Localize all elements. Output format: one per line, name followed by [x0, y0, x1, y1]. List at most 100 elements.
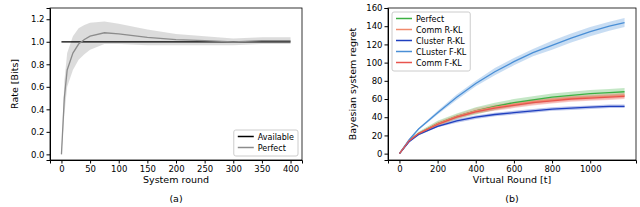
legend-item: Comm R-KL: [396, 26, 463, 35]
tick-label: 120: [366, 40, 382, 50]
axis-line: [385, 9, 389, 161]
tick-mark: [385, 44, 389, 45]
tick: 1.2: [31, 14, 50, 24]
legend-swatch: [396, 62, 412, 64]
tick-label: 800: [544, 164, 560, 174]
tick-label: 0.2: [31, 127, 45, 137]
tick-mark: [385, 81, 389, 82]
tick-label: 100: [366, 58, 382, 68]
tick-label: 50: [85, 164, 96, 174]
tick: 140: [366, 21, 388, 31]
tick: 200: [168, 160, 184, 174]
chart: 0501001502002503003504000.00.20.40.60.81…: [9, 8, 303, 204]
legend-item: Comm F-KL: [396, 59, 462, 68]
legend-item: CLuster F-KL: [396, 48, 467, 57]
tick-mark: [385, 154, 389, 155]
tick-mark: [385, 135, 389, 136]
tick-mark: [385, 26, 389, 27]
y-axis-title: Rate [Bits]: [9, 59, 20, 109]
tick: 100: [366, 58, 388, 68]
tick-label: 160: [366, 3, 382, 13]
legend-swatch: [238, 147, 254, 149]
legend-label: CLuster F-KL: [416, 48, 467, 57]
legend-swatch: [396, 51, 412, 53]
tick: 350: [254, 160, 270, 174]
tick-label: 100: [111, 164, 127, 174]
tick-label: 150: [140, 164, 156, 174]
tick: 80: [372, 76, 388, 86]
tick-label: 400: [468, 164, 484, 174]
legend-item: Cluster R-KL: [396, 37, 465, 46]
tick: 0: [377, 149, 388, 159]
tick-mark: [385, 99, 389, 100]
plot-frame: [50, 8, 302, 160]
tick-mark: [385, 63, 389, 64]
tick-label: 0.6: [31, 82, 45, 92]
legend-label: Comm F-KL: [416, 59, 462, 68]
tick: 200: [430, 160, 446, 174]
tick-label: 350: [254, 164, 270, 174]
tick-label: 140: [366, 21, 382, 31]
tick-label: 0: [377, 149, 382, 159]
tick: 1000: [580, 160, 602, 174]
tick-mark: [385, 8, 389, 9]
y-axis: 0.00.20.40.60.81.01.2: [31, 9, 51, 161]
tick-label: 200: [168, 164, 184, 174]
legend-label: Perfect: [416, 15, 444, 24]
legend-box: [234, 130, 298, 156]
tick-label: 250: [197, 164, 213, 174]
tick-label: 0.0: [31, 150, 45, 160]
x-axis: 0 200 400 600 800 1000: [389, 160, 637, 174]
tick-mark: [47, 87, 51, 88]
tick: 1.0: [31, 37, 50, 47]
tick: 400: [468, 160, 484, 174]
legend: Perfect Comm R-KL Cluster R-KL CLuster F-KL…: [392, 12, 470, 71]
tick-mark: [385, 117, 389, 118]
tick-label: 20: [372, 131, 383, 141]
tick: 150: [140, 160, 156, 174]
tick: 60: [372, 94, 388, 104]
series-line: [399, 92, 624, 154]
tick: 300: [226, 160, 242, 174]
legend-label: Comm R-KL: [416, 26, 463, 35]
series-line: [399, 96, 624, 153]
tick: 0.6: [31, 82, 50, 92]
tick: 0.0: [31, 150, 50, 160]
tick: 400: [283, 160, 299, 174]
tick: 40: [372, 112, 388, 122]
legend-swatch: [396, 40, 412, 42]
tick-mark: [47, 19, 51, 20]
tick: 50: [85, 160, 96, 174]
tick-mark: [47, 109, 51, 110]
y-axis: 0 20 40 60 80 100 120 140 160: [366, 3, 388, 160]
legend-box: [392, 12, 470, 71]
tick-mark: [47, 64, 51, 65]
tick-mark: [47, 132, 51, 133]
tick-label: 60: [372, 94, 383, 104]
tick-label: 1.2: [31, 14, 45, 24]
error-band: [399, 93, 624, 154]
legend-item: Perfect: [396, 15, 444, 24]
caption: (a): [169, 193, 182, 204]
figure: 0501001502002503003504000.00.20.40.60.81…: [0, 0, 640, 207]
plot-area: [399, 18, 624, 154]
tick-mark: [47, 42, 51, 43]
error-band: [399, 104, 624, 153]
tick: 100: [111, 160, 127, 174]
error-band: [399, 18, 624, 154]
legend-swatch: [396, 29, 412, 31]
tick-label: 600: [506, 164, 522, 174]
tick: 0: [397, 160, 402, 174]
legend: AvailablePerfect: [234, 130, 298, 156]
tick-label: 200: [430, 164, 446, 174]
legend-label: Available: [258, 133, 294, 142]
plot-frame: [388, 8, 636, 160]
tick-label: 400: [283, 164, 299, 174]
tick: 600: [506, 160, 522, 174]
series-line: [399, 23, 624, 154]
legend-swatch: [238, 136, 254, 138]
tick-label: 300: [226, 164, 242, 174]
tick-label: 40: [372, 112, 383, 122]
series-line: [399, 95, 624, 153]
tick-label: 0.8: [31, 60, 45, 70]
